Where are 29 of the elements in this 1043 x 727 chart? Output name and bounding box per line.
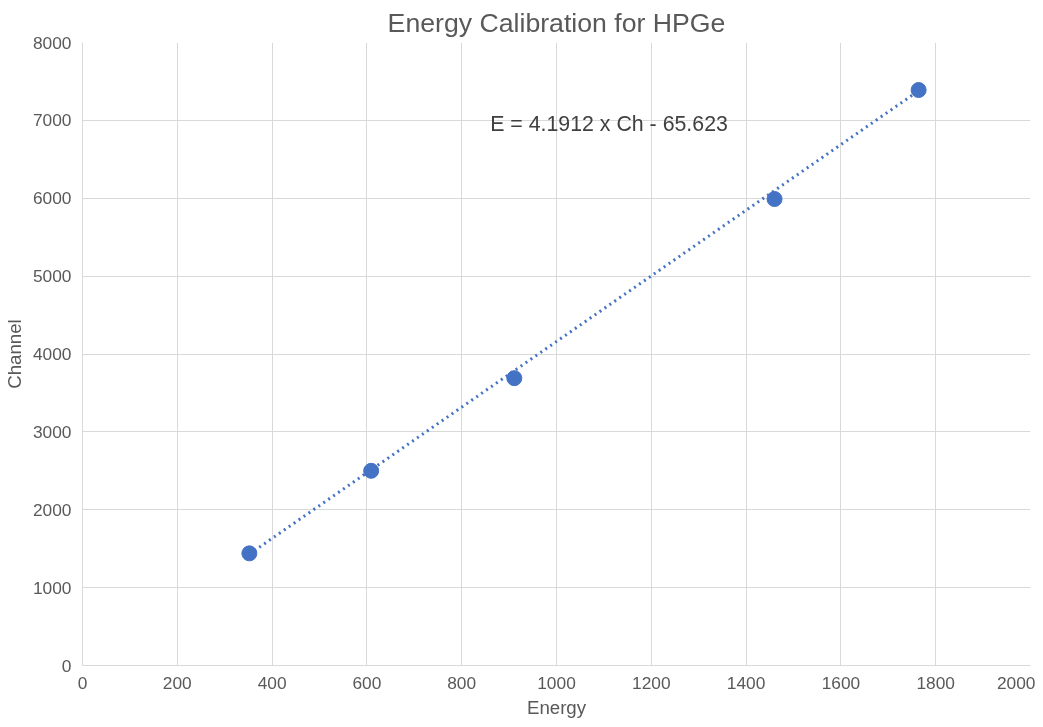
x-tick-label: 1000: [537, 672, 576, 693]
x-tick-label: 1600: [821, 672, 861, 693]
x-tick-label: 1200: [632, 672, 671, 693]
point: [910, 82, 927, 98]
annotation: E = 4.1912 x Ch - 65.623: [490, 111, 728, 136]
y-tick-label: 1000: [32, 577, 72, 598]
point: [363, 462, 380, 479]
x-tick-label: 2000: [996, 672, 1036, 693]
y-tick-label: 7000: [32, 110, 72, 131]
y-tick-label: 6000: [32, 188, 72, 209]
x-tick-label: 0: [77, 672, 88, 693]
x-tick-label: 800: [447, 672, 477, 693]
chart-title: Energy Calibration for HPGe: [387, 7, 726, 38]
x-tick-label: 1800: [916, 672, 955, 693]
x-tick-label: 200: [162, 672, 192, 693]
y-tick-label: 5000: [32, 266, 72, 287]
x-axis-title: Energy: [526, 696, 587, 718]
y-tick-label: 3000: [32, 421, 72, 442]
x-tick-label: 1400: [726, 672, 766, 693]
point: [766, 191, 783, 208]
y-tick-label: 8000: [32, 32, 72, 53]
y-axis-title: Channel: [3, 319, 25, 389]
x-tick-label: 600: [352, 672, 382, 693]
x-tick-label: 400: [257, 672, 287, 693]
point: [506, 370, 523, 387]
y-tick-label: 0: [61, 655, 72, 676]
y-tick-label: 2000: [32, 499, 72, 520]
y-tick-label: 4000: [32, 344, 72, 364]
point: [241, 545, 258, 562]
